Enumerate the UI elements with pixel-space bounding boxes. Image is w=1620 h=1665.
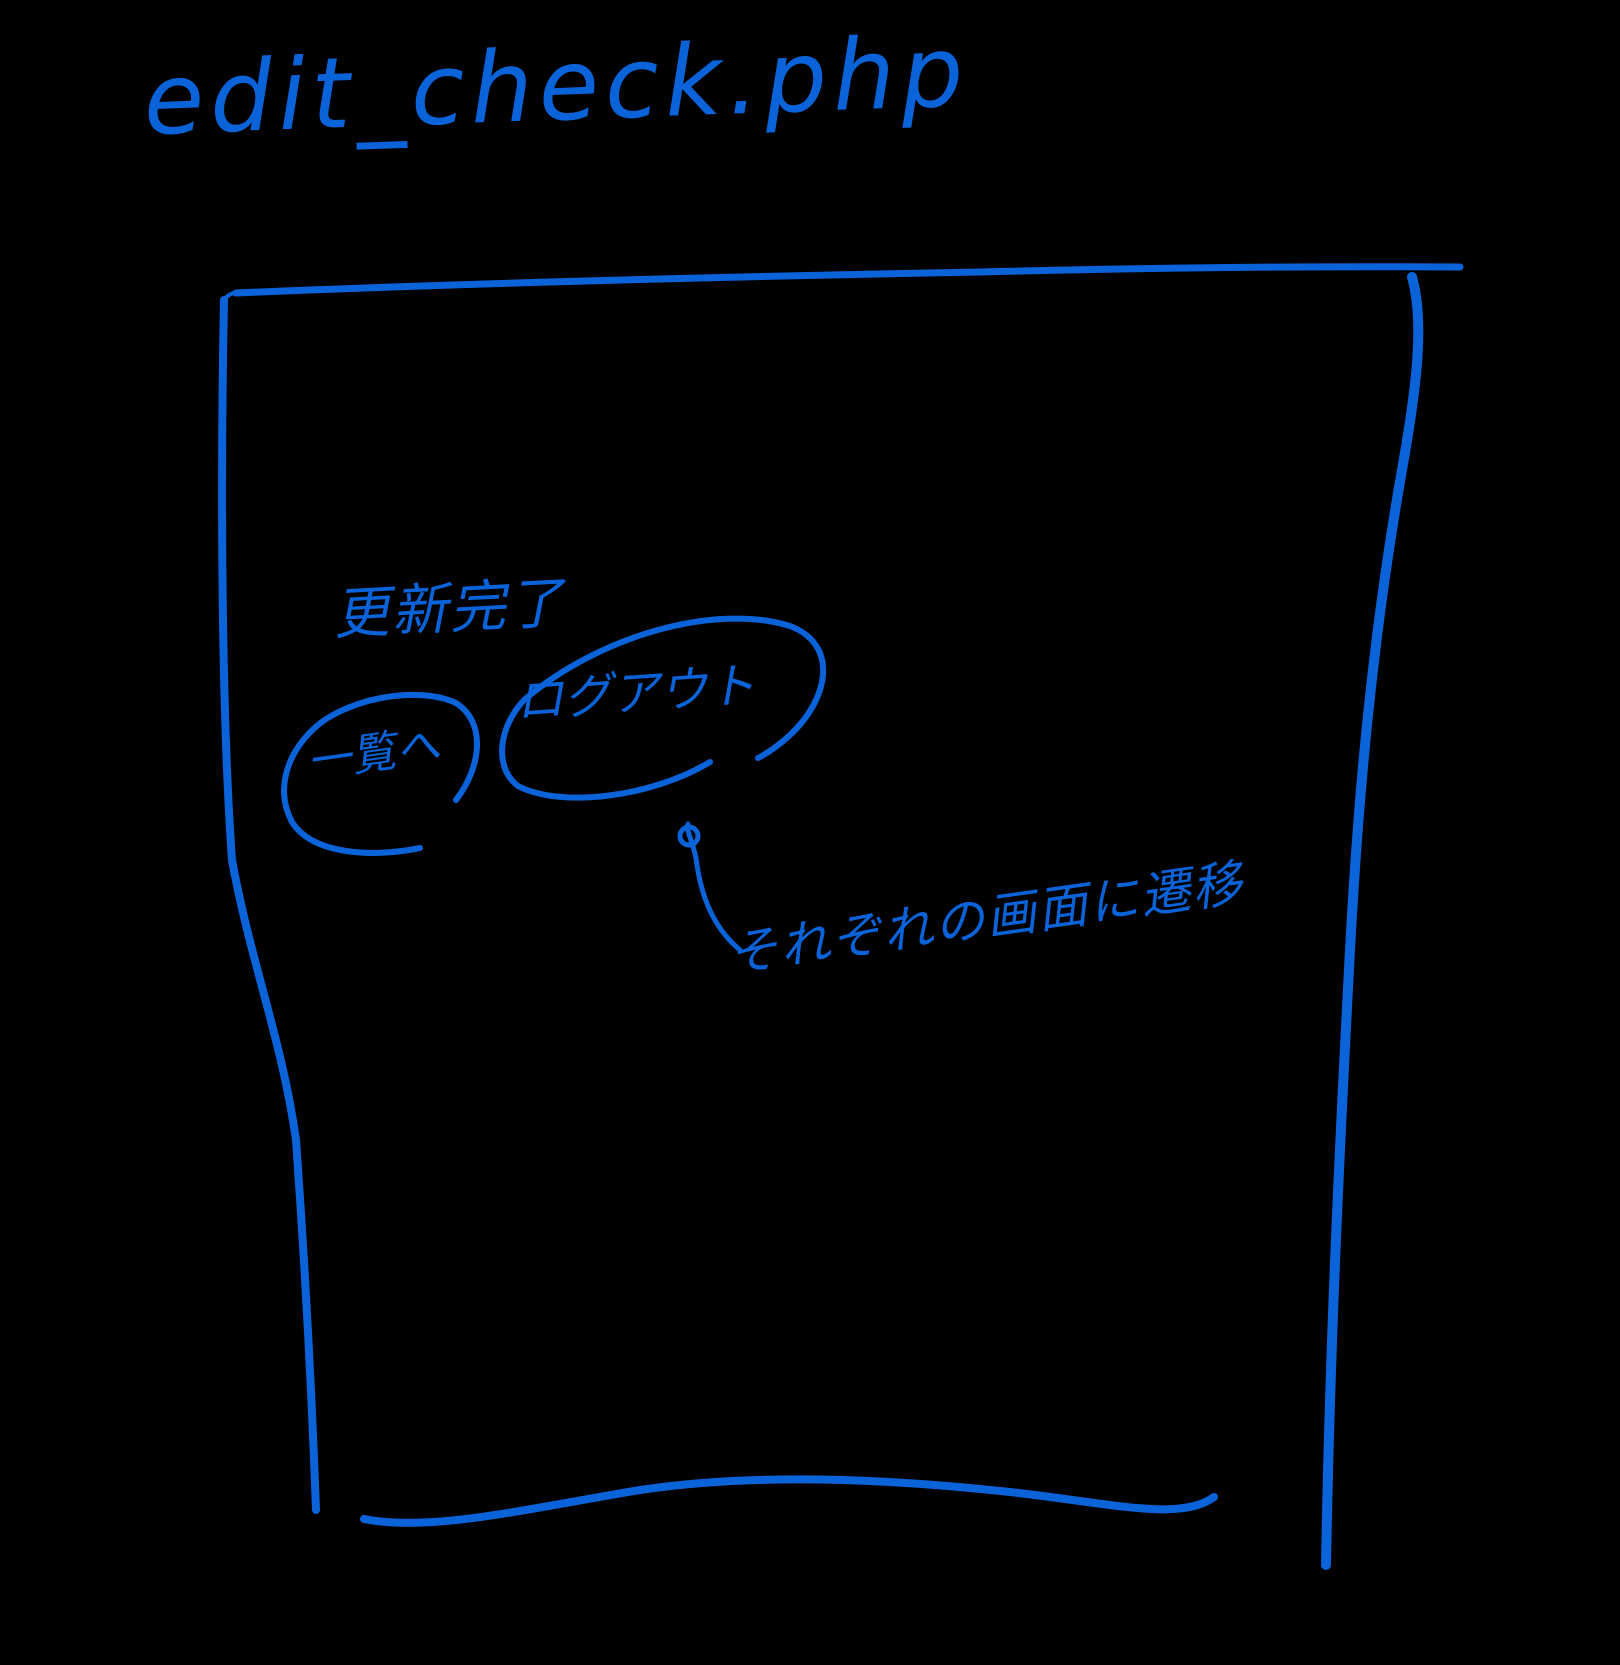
frame-bottom-edge: [360, 1475, 1218, 1527]
frame-top-left-tick: [222, 290, 244, 302]
update-complete-message: 更新完了: [331, 570, 567, 648]
frame-left-edge: [218, 296, 320, 1514]
list-button-outline: [281, 691, 480, 856]
transition-arrow-line: [685, 821, 743, 953]
frame-right-edge: [1321, 272, 1424, 1570]
page-title: edit_check.php: [141, 15, 971, 158]
logout-button-outline: [499, 615, 827, 801]
frame-top-edge: [232, 263, 1464, 297]
transition-arrow-head: [677, 824, 701, 848]
